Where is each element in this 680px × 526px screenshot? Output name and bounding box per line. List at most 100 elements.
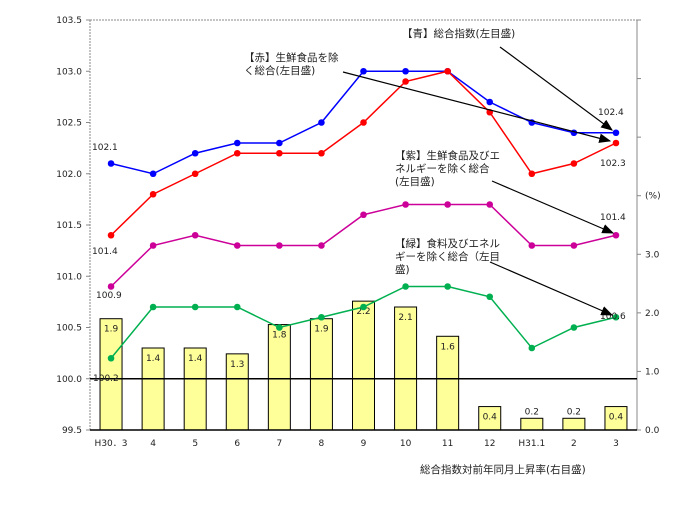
data-point-purple	[612, 231, 620, 239]
arrow-green	[489, 261, 614, 316]
end-value-label-blue: 102.4	[598, 108, 624, 118]
start-value-label-green: 100.2	[93, 374, 119, 384]
annotation-green: 盛)	[395, 263, 410, 276]
x-tick-label: 8	[319, 439, 325, 449]
data-point-red	[318, 149, 325, 157]
data-point-green	[276, 324, 283, 331]
data-point-blue	[318, 119, 325, 126]
data-point-purple	[444, 201, 451, 208]
annotation-red: 【赤】生鮮食品を除	[244, 51, 339, 64]
end-value-label-red: 102.3	[600, 159, 626, 169]
data-point-purple	[486, 201, 494, 208]
x-tick-label: 12	[484, 439, 495, 449]
bar-value-label: 1.9	[104, 325, 119, 335]
data-point-blue	[149, 170, 157, 178]
start-value-label-blue: 102.1	[92, 143, 118, 153]
data-point-red	[570, 160, 578, 167]
right-tick-label: 3.0	[645, 250, 660, 260]
bar	[309, 318, 333, 431]
bar-value-label: 1.6	[440, 342, 455, 352]
right-tick-label: 0.0	[645, 426, 660, 436]
x-tick-label: 4	[150, 439, 156, 449]
bar	[352, 300, 375, 431]
data-point-green	[612, 313, 620, 321]
annotation-green: 【緑】食料及びエネル	[395, 237, 500, 250]
data-point-blue	[276, 139, 283, 147]
data-point-green	[570, 324, 578, 331]
left-tick-label: 100.0	[56, 375, 82, 385]
data-point-red	[612, 139, 620, 147]
arrow-blue	[499, 46, 613, 131]
annotation-purple: 【紫】生鮮食品及びエ	[395, 149, 500, 162]
arrow-red	[342, 71, 612, 143]
data-point-purple	[402, 201, 409, 208]
bar-value-label: 1.4	[188, 354, 203, 364]
data-point-purple	[107, 283, 115, 290]
data-point-red	[528, 170, 536, 178]
arrow-purple	[491, 180, 615, 234]
data-point-red	[149, 190, 157, 198]
data-point-green	[233, 303, 241, 311]
data-point-red	[276, 149, 283, 157]
left-tick-label: 101.5	[56, 221, 82, 231]
x-tick-label: 9	[361, 439, 367, 449]
data-point-green	[402, 283, 409, 290]
right-axis-unit: (%)	[645, 192, 661, 202]
x-tick-label: H31.1	[518, 439, 545, 449]
data-point-purple	[570, 242, 578, 249]
series-line-red	[110, 70, 617, 236]
data-point-red	[444, 67, 451, 75]
x-tick-label: 10	[400, 439, 412, 449]
start-value-label-purple: 100.9	[96, 291, 122, 301]
right-tick-label: 2.0	[645, 309, 660, 319]
data-point-purple	[233, 242, 241, 249]
data-point-green	[191, 303, 199, 311]
data-point-blue	[191, 149, 199, 157]
bar-value-label: 1.8	[272, 331, 287, 341]
x-tick-label: 5	[192, 439, 198, 449]
x-tick-label: H30．3	[95, 439, 128, 449]
bar-value-label: 1.9	[314, 325, 329, 335]
left-tick-label: 101.0	[56, 272, 82, 282]
annotation-blue: 【青】総合指数(左目盛)	[402, 27, 515, 40]
data-point-green	[318, 313, 325, 321]
bar-value-label: 1.4	[146, 354, 161, 364]
data-point-green	[107, 354, 115, 362]
annotation-green: ギーを除く総合（左目	[395, 250, 500, 263]
start-value-label-red: 101.4	[92, 247, 118, 257]
bar-value-label: 0.2	[525, 407, 539, 417]
data-point-blue	[233, 139, 241, 147]
data-point-blue	[612, 129, 620, 137]
data-point-red	[107, 231, 115, 239]
data-point-green	[360, 303, 367, 311]
data-point-green	[528, 344, 536, 352]
data-point-purple	[318, 242, 325, 249]
data-point-red	[233, 149, 241, 157]
data-point-red	[360, 119, 367, 126]
left-tick-label: 103.0	[56, 67, 82, 77]
bar	[520, 417, 544, 431]
data-point-green	[486, 293, 494, 301]
bar-value-label: 2.2	[356, 307, 370, 317]
data-point-purple	[191, 231, 199, 239]
bar-value-label: 0.4	[609, 413, 624, 423]
end-value-label-purple: 101.4	[600, 213, 626, 223]
data-point-red	[191, 170, 199, 178]
annotation-purple: (左目盛)	[395, 175, 435, 188]
data-point-blue	[360, 67, 367, 75]
left-tick-label: 103.5	[56, 16, 82, 26]
bar-value-label: 2.1	[398, 313, 412, 323]
annotation-red: く総合(左目盛)	[244, 64, 315, 77]
left-tick-label: 102.0	[56, 170, 82, 180]
data-point-purple	[528, 242, 536, 249]
left-tick-label: 102.5	[56, 119, 82, 129]
bar	[394, 306, 418, 431]
data-point-blue	[486, 98, 494, 106]
annotation-bars: 総合指数対前年同月上昇率(右目盛)	[420, 463, 586, 476]
data-point-purple	[149, 242, 157, 249]
data-point-blue	[402, 67, 409, 75]
data-point-red	[402, 78, 409, 85]
x-tick-label: 11	[442, 439, 453, 449]
x-tick-label: 2	[571, 439, 577, 449]
